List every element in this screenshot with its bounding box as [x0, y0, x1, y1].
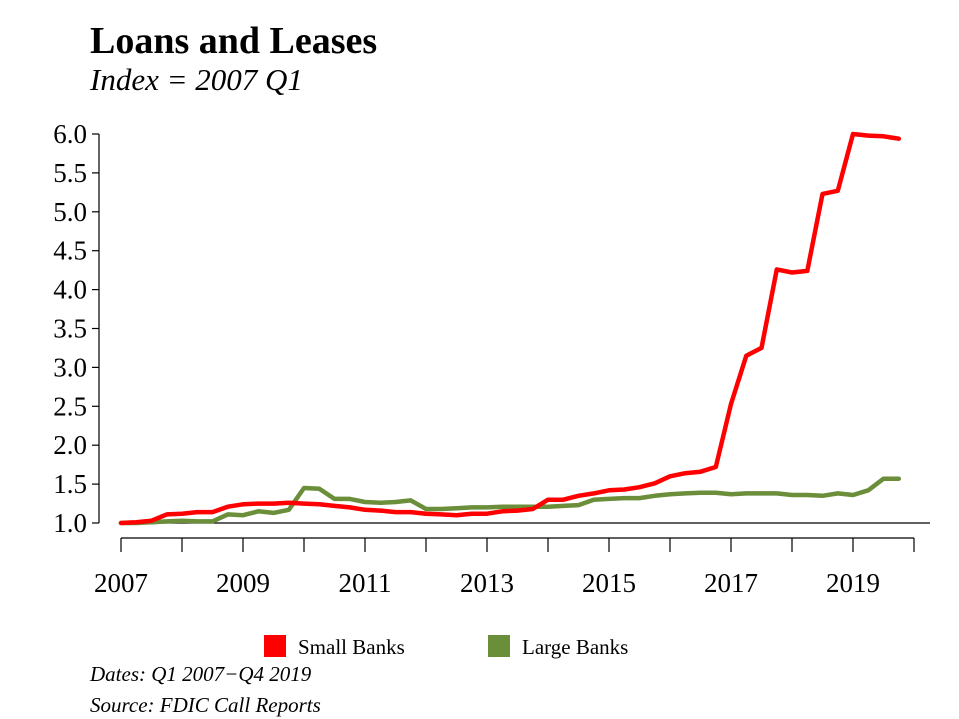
legend: Small Banks Large Banks [264, 635, 628, 659]
x-tick-label: 2015 [582, 568, 636, 598]
y-tick-label: 1.0 [53, 508, 87, 538]
y-tick-label: 6.0 [53, 119, 87, 149]
y-tick-label: 1.5 [53, 469, 87, 499]
x-tick-label: 2019 [826, 568, 880, 598]
series-lines [118, 131, 902, 526]
legend-swatch-large-banks [488, 635, 510, 657]
y-axis: 1.0 1.5 2.0 2.5 3.0 3.5 4.0 4.5 5.0 5.5 6.0 [53, 119, 100, 538]
legend-label-small-banks: Small Banks [298, 635, 405, 659]
chart-title: Loans and Leases [90, 20, 377, 62]
x-tick-label: 2013 [460, 568, 514, 598]
y-tick-label: 4.5 [53, 236, 87, 266]
y-tick-label: 5.0 [53, 197, 87, 227]
y-tick-label: 2.5 [53, 391, 87, 421]
x-tick-label: 2011 [339, 568, 392, 598]
series-line-large-banks [118, 476, 902, 526]
legend-swatch-small-banks [264, 635, 286, 657]
x-tick-label: 2007 [94, 568, 148, 598]
legend-label-large-banks: Large Banks [522, 635, 628, 659]
x-tick-label: 2009 [216, 568, 270, 598]
x-tick-label: 2017 [704, 568, 758, 598]
y-tick-label: 3.5 [53, 314, 87, 344]
dates-note: Dates: Q1 2007−Q4 2019 [89, 662, 312, 686]
x-axis: 2007 2009 2011 2013 2015 2017 2019 [94, 522, 930, 598]
y-tick-label: 4.0 [53, 275, 87, 305]
y-tick-label: 2.0 [53, 430, 87, 460]
series-line-small-banks [118, 131, 902, 526]
y-tick-label: 3.0 [53, 352, 87, 382]
chart-subtitle: Index = 2007 Q1 [89, 62, 303, 97]
y-tick-label: 5.5 [53, 158, 87, 188]
source-note: Source: FDIC Call Reports [90, 693, 321, 717]
